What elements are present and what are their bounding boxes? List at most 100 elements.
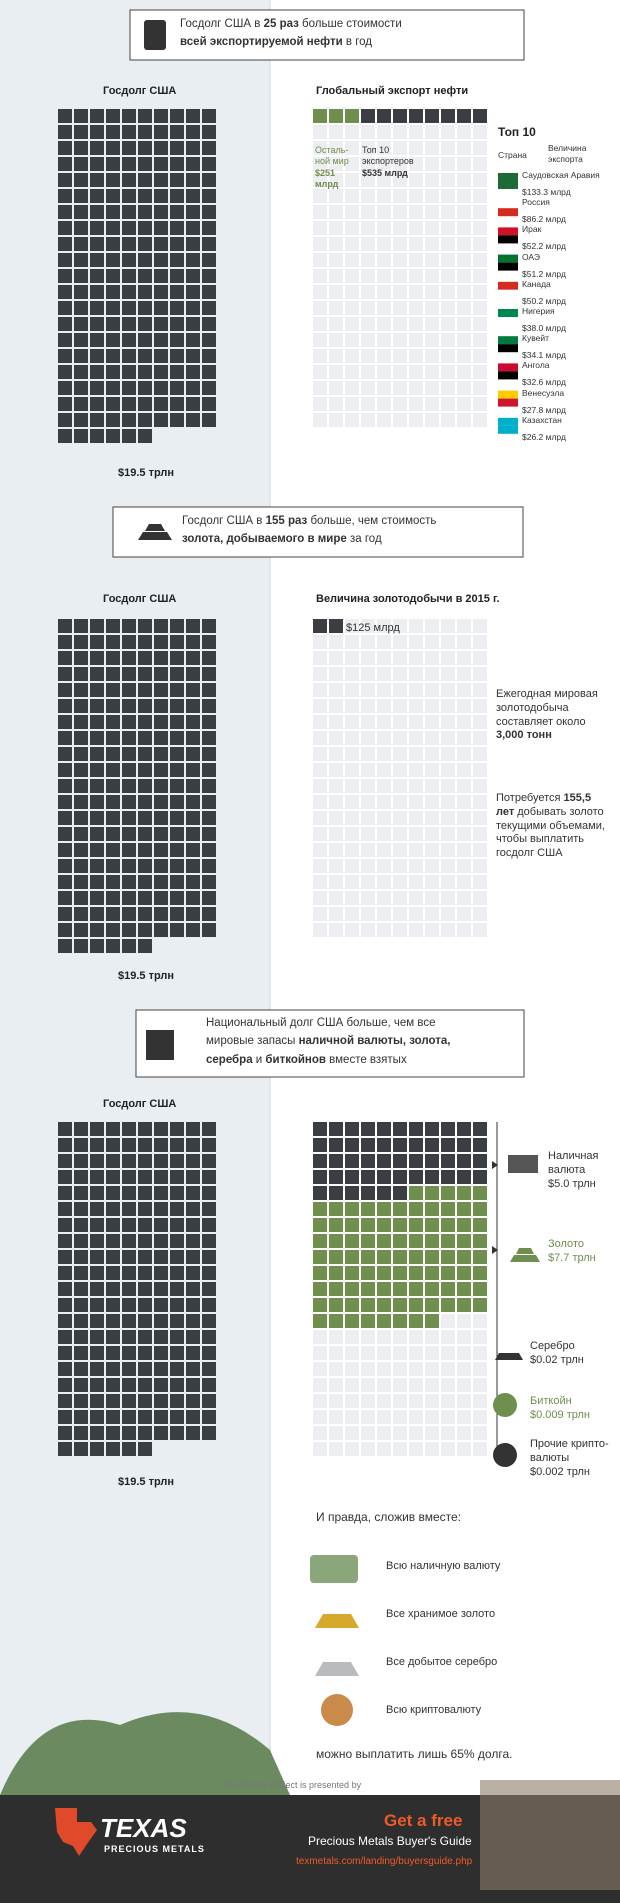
waffle-cell (74, 699, 88, 713)
flag (498, 235, 518, 244)
waffle-cell (377, 349, 391, 363)
waffle-cell (122, 397, 136, 411)
waffle-cell (409, 1282, 423, 1296)
waffle-cell (138, 173, 152, 187)
waffle-cell (425, 923, 439, 937)
waffle-cell (58, 109, 72, 123)
waffle-cell (457, 253, 471, 267)
waffle-cell (441, 763, 455, 777)
waffle-cell (202, 1186, 216, 1200)
waffle-cell (393, 763, 407, 777)
waffle-cell (74, 413, 88, 427)
waffle-cell (106, 715, 120, 729)
waffle-cell (202, 125, 216, 139)
waffle-cell (345, 157, 359, 171)
banner-text: Госдолг США в 25 раз больше стоимости все… (180, 18, 402, 49)
waffle-cell (457, 1410, 471, 1424)
waffle-cell (202, 1170, 216, 1184)
waffle-cell (74, 1426, 88, 1440)
waffle-cell (473, 811, 487, 825)
waffle-cell (106, 939, 120, 953)
waffle-cell (425, 1378, 439, 1392)
waffle-cell (202, 381, 216, 395)
waffle-cell (329, 1346, 343, 1360)
waffle-cell (106, 1378, 120, 1392)
waffle-cell (425, 1314, 439, 1328)
waffle-cell (329, 843, 343, 857)
waffle-cell (393, 651, 407, 665)
waffle-cell (58, 699, 72, 713)
waffle-cell (329, 1154, 343, 1168)
waffle-cell (138, 1250, 152, 1264)
presented: The Money Project is presented by (222, 1780, 362, 1790)
waffle-cell (58, 1218, 72, 1232)
waffle-cell (74, 1282, 88, 1296)
waffle-cell (329, 891, 343, 905)
waffle-cell (170, 333, 184, 347)
waffle-cell (58, 667, 72, 681)
waffle-cell (186, 1410, 200, 1424)
waffle-cell (377, 381, 391, 395)
waffle-cell (377, 1218, 391, 1232)
waffle-cell (361, 413, 375, 427)
waffle-cell (138, 253, 152, 267)
waffle-cell (377, 683, 391, 697)
waffle-cell (170, 891, 184, 905)
waffle-cell (106, 349, 120, 363)
waffle-cell (361, 349, 375, 363)
flag (498, 390, 518, 399)
waffle-cell (409, 747, 423, 761)
waffle-cell (122, 747, 136, 761)
waffle-cell (345, 1154, 359, 1168)
waffle-cell (345, 1298, 359, 1312)
waffle-cell (473, 747, 487, 761)
waffle-cell (106, 1362, 120, 1376)
waffle-cell (138, 285, 152, 299)
waffle-cell (425, 1202, 439, 1216)
waffle-cell (409, 1298, 423, 1312)
waffle-cell (457, 683, 471, 697)
waffle-cell (393, 859, 407, 873)
waffle-cell (473, 1298, 487, 1312)
waffle-cell (122, 141, 136, 155)
waffle-cell (393, 1394, 407, 1408)
waffle-cell (473, 157, 487, 171)
waffle-cell (377, 859, 391, 873)
waffle-cell (74, 189, 88, 203)
waffle-cell (377, 715, 391, 729)
waffle-cell (393, 907, 407, 921)
waffle-cell (186, 731, 200, 745)
waffle-cell (313, 141, 327, 155)
waffle-cell (425, 157, 439, 171)
waffle-cell (441, 1202, 455, 1216)
waffle-cell (345, 1346, 359, 1360)
waffle-cell (202, 1314, 216, 1328)
waffle-cell (154, 301, 168, 315)
waffle-cell (90, 619, 104, 633)
waffle-cell (441, 891, 455, 905)
export-value: $86.2 млрд (522, 214, 566, 225)
waffle-cell (106, 1330, 120, 1344)
waffle-cell (409, 1234, 423, 1248)
waffle-cell (313, 1394, 327, 1408)
waffle-cell (409, 205, 423, 219)
gold-icon (510, 1248, 540, 1262)
country: Кувейт (522, 333, 549, 344)
waffle-cell (441, 1346, 455, 1360)
waffle-cell (58, 1282, 72, 1296)
waffle-cell (154, 365, 168, 379)
waffle-cell (202, 189, 216, 203)
waffle-cell (441, 875, 455, 889)
waffle-cell (329, 381, 343, 395)
waffle-cell (58, 285, 72, 299)
waffle-cell (329, 731, 343, 745)
waffle-cell (202, 1346, 216, 1360)
waffle-cell (441, 397, 455, 411)
waffle-cell (441, 1394, 455, 1408)
waffle-cell (441, 1330, 455, 1344)
waffle-cell (425, 715, 439, 729)
waffle-cell (74, 891, 88, 905)
waffle-cell (393, 349, 407, 363)
waffle-cell (202, 205, 216, 219)
waffle-cell (377, 301, 391, 315)
